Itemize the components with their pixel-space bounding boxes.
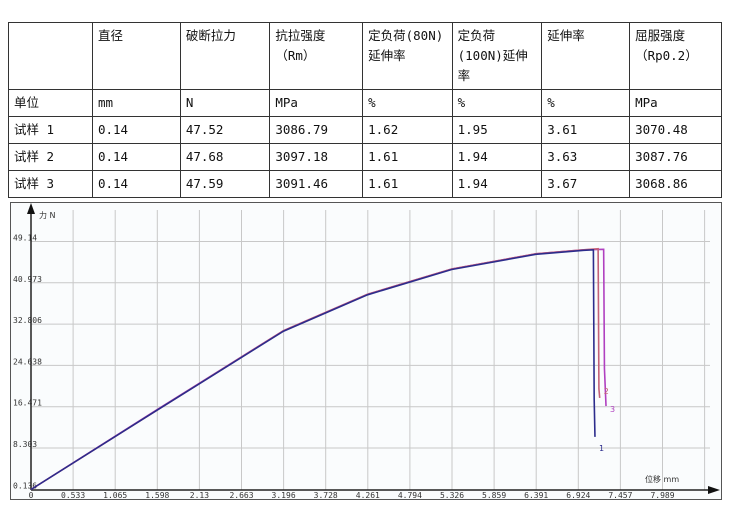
table-cell: 3.61 [541,116,631,144]
table-row: 试样 3 0.14 47.59 3091.46 1.61 1.94 3.67 3068.86 [8,170,722,198]
table-cell: 1.95 [451,116,543,144]
table-cell: 3.67 [541,170,631,198]
table-cell: 3068.86 [629,170,722,198]
table-row: 单位 mm N MPa%%% MPa [8,89,722,117]
table-cell: 3087.76 [629,143,722,171]
x-axis-arrow-icon [708,486,720,494]
y-axis-label: 力 N [39,210,56,220]
x-axis-label: 位移 mm [645,474,679,484]
table-row: 试样 2 0.14 47.68 3097.18 1.61 1.94 3.63 3087.76 [8,143,722,171]
table-cell: 试样 1 [8,116,93,144]
y-tick-label: 32.806 [13,316,42,325]
y-axis-arrow-icon [27,203,35,214]
x-tick-label: 2.663 [229,491,253,500]
x-tick-label: 7.457 [608,491,632,500]
table-cell: 0.14 [91,170,181,198]
table-cell: 0.14 [91,116,181,144]
table-cell: 定负荷(100N)延伸率 [451,22,543,90]
table-cell [8,22,93,90]
x-tick-label: 1.065 [103,491,127,500]
table-cell: N [179,89,271,117]
table-cell: 抗拉强度（Rm） [269,22,364,90]
x-tick-label: 1.598 [145,491,169,500]
table-cell: 屈服强度（Rp0.2） [629,22,722,90]
x-tick-label: 2.13 [190,491,209,500]
table-row: 试样 1 0.14 47.52 3086.79 1.62 1.95 3.61 3070.48 [8,116,722,144]
results-table: 直径 破断拉力 抗拉强度（Rm） 定负荷(80N)延伸率 定负荷(100N)延伸率 延伸率… [8,22,722,198]
table-cell: 1.62 [362,116,453,144]
table-cell: % [451,89,543,117]
series-label: 1 [599,444,604,453]
table-cell: 47.52 [179,116,271,144]
y-tick-label: 16.471 [13,399,42,408]
table-cell: 47.59 [179,170,271,198]
table-cell: 0.14 [91,143,181,171]
table-cell: 3086.79 [269,116,364,144]
y-tick-label: 8.303 [13,440,37,449]
table-cell: 1.94 [451,143,543,171]
table-cell: MPa [269,89,364,117]
x-tick-label: 6.391 [524,491,548,500]
x-tick-label: 6.924 [566,491,590,500]
x-tick-label: 3.728 [314,491,338,500]
table-cell: 破断拉力 [179,22,271,90]
table-cell: 1.94 [451,170,543,198]
x-tick-label: 4.794 [398,491,422,500]
series-line-1 [30,248,596,491]
table-cell: 47.68 [179,143,271,171]
table-cell: 3070.48 [629,116,722,144]
table-cell: 3091.46 [269,170,364,198]
chart-frame [10,202,722,500]
table-cell: 3097.18 [269,143,364,171]
x-tick-label: 4.261 [356,491,380,500]
table-cell: 定负荷(80N)延伸率 [362,22,453,90]
series-label: 2 [604,387,609,396]
table-cell: % [362,89,453,117]
table-cell: 试样 2 [8,143,93,171]
table-cell: % [541,89,631,117]
table-cell: 1.61 [362,170,453,198]
y-tick-label: 49.14 [13,234,37,243]
x-tick-label: 5.326 [440,491,464,500]
x-tick-label: 5.859 [482,491,506,500]
x-tick-label: 0 [29,491,34,500]
table-cell: 1.61 [362,143,453,171]
table-cell: mm [91,89,181,117]
table-cell: 直径 [91,22,181,90]
force-displacement-chart: 0.136 8.303 16.471 24.638 32.806 40.973 49.14 0… [10,202,722,500]
y-tick-label: 24.638 [13,357,42,366]
cropped-caption-line [0,0,340,6]
x-tick-label: 0.533 [61,491,85,500]
table-cell: MPa [629,89,722,117]
x-tick-label: 3.196 [272,491,296,500]
table-cell: 延伸率 [541,22,631,90]
table-cell: 试样 3 [8,170,93,198]
table-cell: 3.63 [541,143,631,171]
series-label: 3 [610,405,615,414]
x-tick-label: 7.989 [650,491,674,500]
table-header-row: 直径 破断拉力 抗拉强度（Rm） 定负荷(80N)延伸率 定负荷(100N)延伸率 延伸率… [8,22,722,90]
y-tick-label: 40.973 [13,275,42,284]
y-tick-label: 0.136 [13,481,37,490]
table-cell: 单位 [8,89,93,117]
